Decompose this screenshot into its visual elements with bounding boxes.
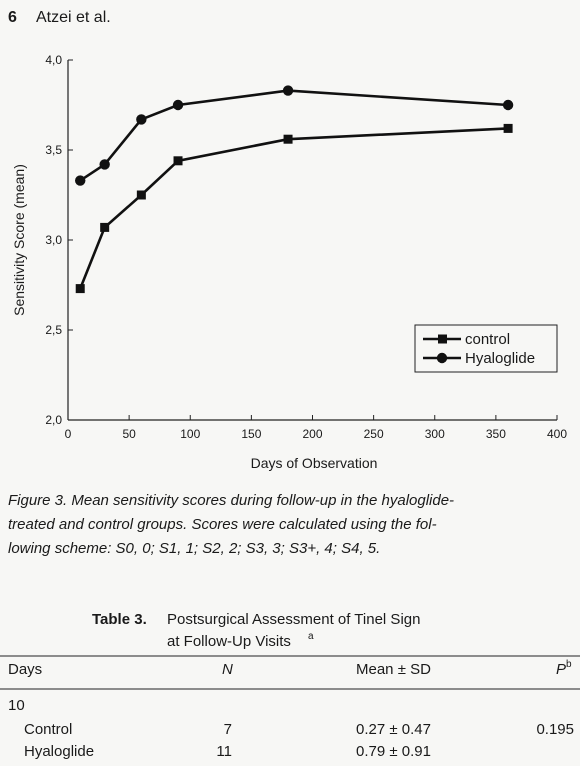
x-tick-label: 200 (302, 427, 322, 441)
caption-line: Figure 3. Mean sensitivity scores during… (8, 492, 454, 509)
footnote-mark: a (308, 631, 314, 642)
footnote-mark: b (566, 659, 572, 670)
data-point (75, 284, 85, 294)
cell: 7 (224, 721, 232, 738)
y-tick-label: 3,0 (45, 233, 62, 247)
authors: Atzei et al. (36, 9, 111, 26)
x-axis-label: Days of Observation (251, 455, 378, 471)
x-tick-label: 50 (122, 427, 136, 441)
y-axis-label: Sensitivity Score (mean) (11, 164, 27, 316)
x-tick-label: 0 (65, 427, 72, 441)
row-label: Hyaloglide (24, 743, 94, 760)
cell: 0.79 ± 0.91 (356, 743, 431, 760)
column-header: N (222, 661, 233, 678)
table-subtitle: at Follow-Up Visits (167, 633, 291, 650)
x-tick-label: 150 (241, 427, 261, 441)
y-tick-label: 4,0 (45, 53, 62, 67)
row-label: Control (24, 721, 72, 738)
legend-label: control (465, 331, 510, 348)
table-label: Table 3. (92, 611, 147, 628)
caption-line: treated and control groups. Scores were … (8, 516, 437, 533)
x-tick-label: 350 (486, 427, 506, 441)
y-tick-label: 3,5 (45, 143, 62, 157)
y-tick-label: 2,0 (45, 413, 62, 427)
column-header: P (556, 661, 566, 678)
data-point (136, 190, 146, 200)
column-header: Mean ± SD (356, 661, 431, 678)
table-title: Table 3. Postsurgical Assessment of Tine… (92, 611, 420, 650)
cell: 0.27 ± 0.47 (356, 721, 431, 738)
x-tick-label: 400 (547, 427, 567, 441)
series-line (79, 89, 509, 182)
column-header: Days (8, 661, 42, 678)
data-point (136, 114, 147, 125)
data-point (99, 159, 110, 170)
data-point (282, 85, 294, 96)
group-label: 10 (8, 697, 25, 714)
cell: 0.195 (536, 721, 574, 738)
cell: 11 (216, 743, 232, 760)
series-line (79, 127, 509, 290)
data-point (173, 156, 183, 166)
page-number: 6 (8, 9, 17, 26)
legend-marker (438, 334, 447, 344)
legend-label: Hyaloglide (465, 350, 535, 367)
legend-marker (436, 352, 448, 364)
data-point (502, 99, 514, 111)
data-point (503, 123, 513, 133)
legend-box (414, 324, 558, 373)
x-tick-label: 100 (180, 427, 200, 441)
x-tick-label: 250 (364, 427, 384, 441)
table-title-text: Postsurgical Assessment of Tinel Sign (167, 611, 420, 628)
x-tick-label: 300 (425, 427, 445, 441)
data-point (283, 134, 293, 144)
data-point (100, 222, 110, 232)
data-point (172, 99, 184, 111)
y-tick-label: 2,5 (45, 323, 62, 337)
data-point (75, 175, 86, 186)
caption-line: lowing scheme: S0, 0; S1, 1; S2, 2; S3, … (8, 540, 380, 557)
